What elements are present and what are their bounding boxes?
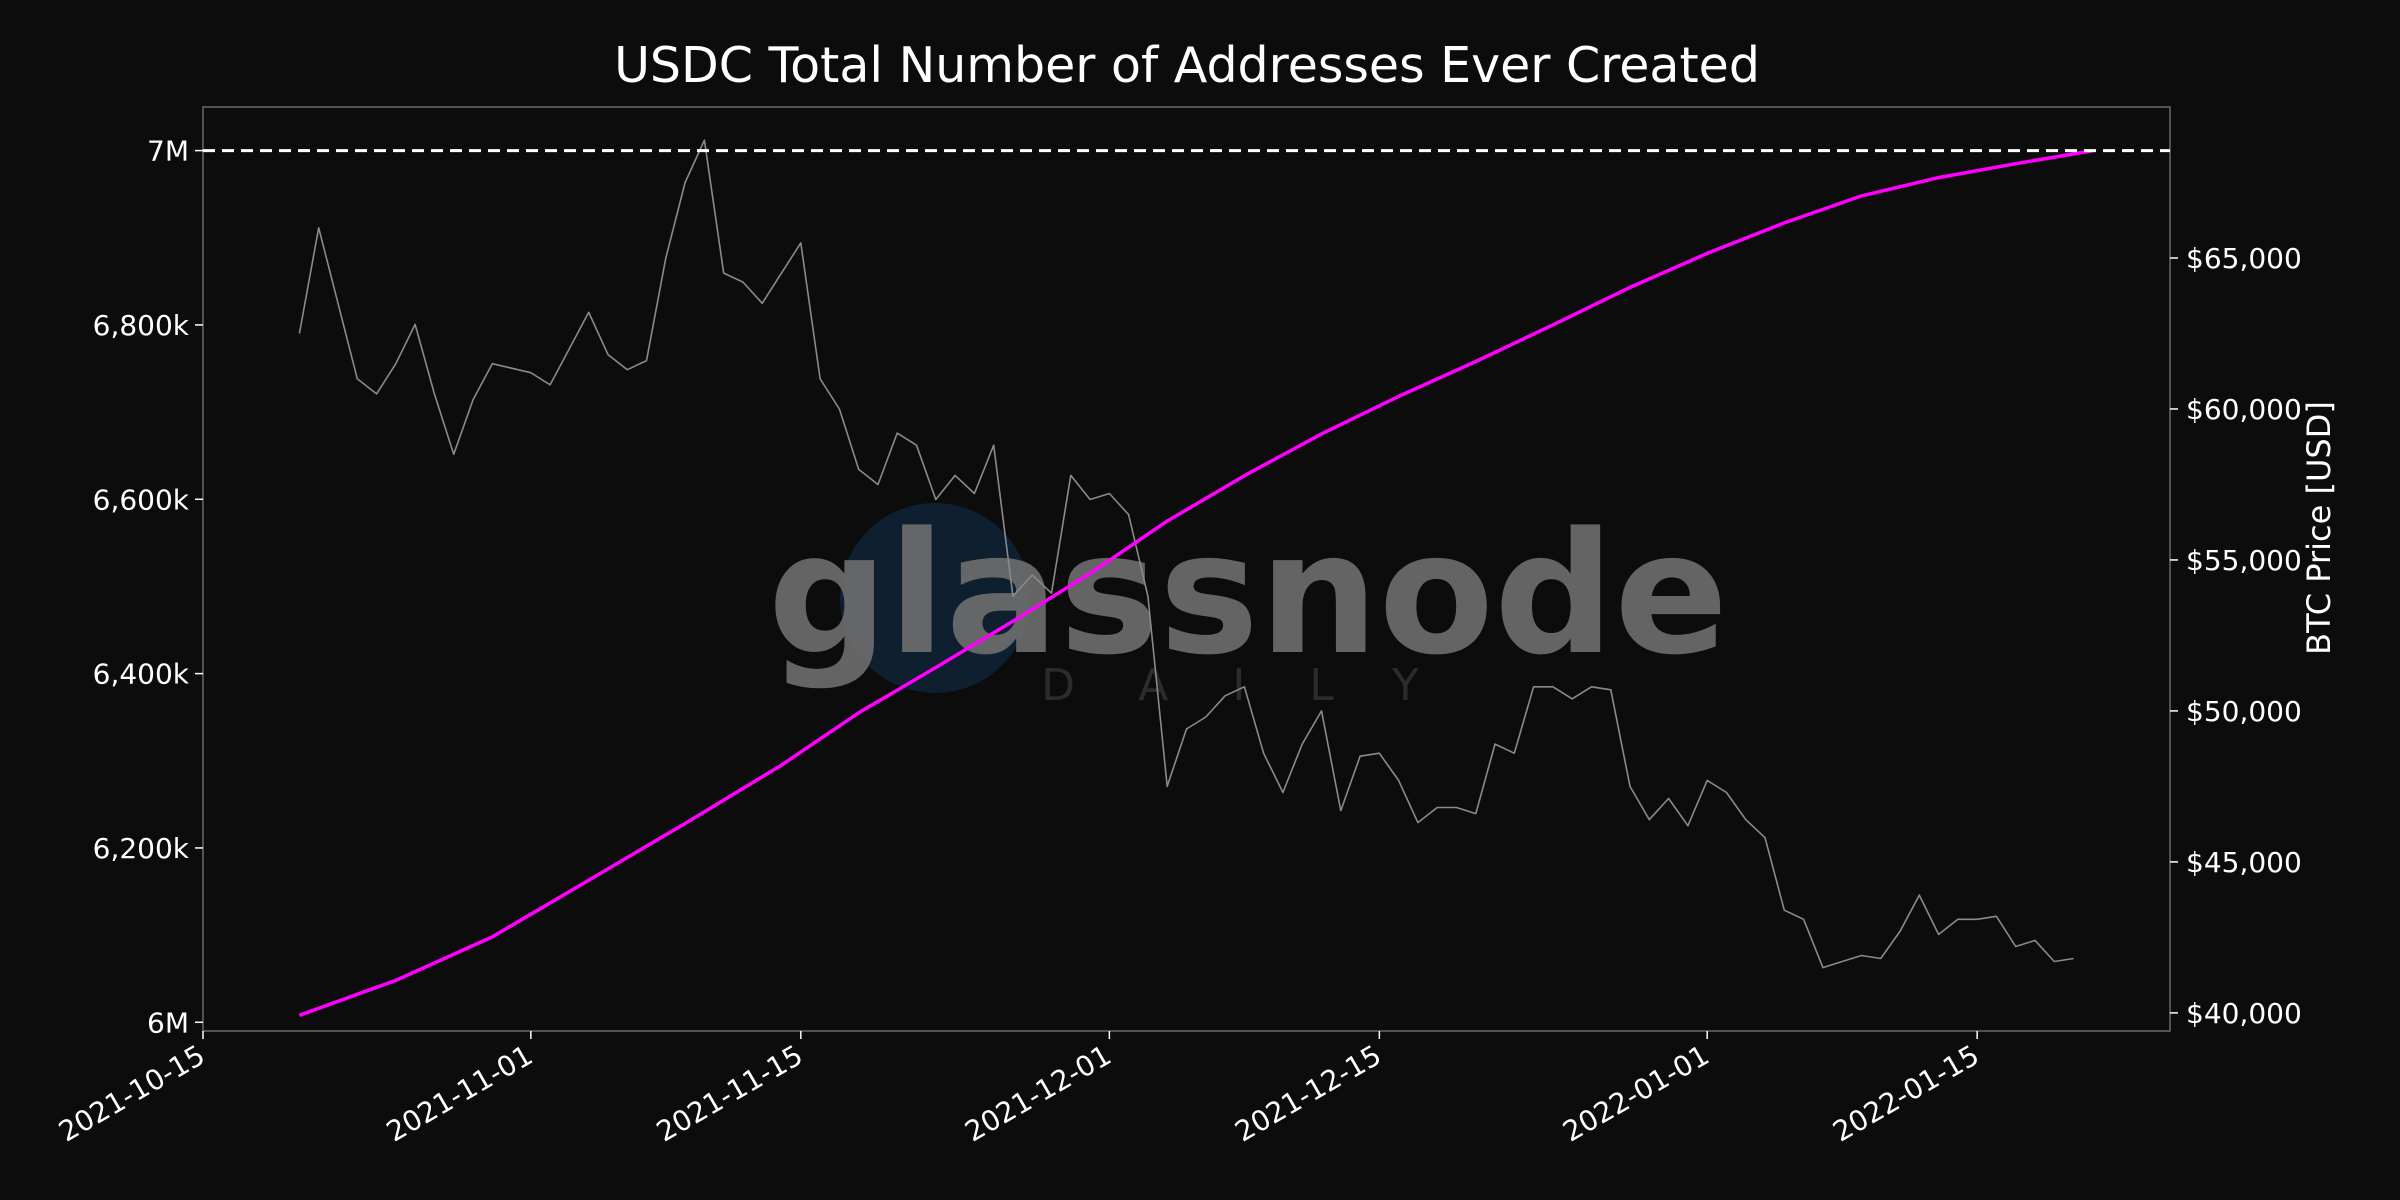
left-tick-label: 6,600k [93, 483, 190, 516]
btc-price-series [298, 139, 2074, 969]
right-tick-label: $40,000 [2186, 997, 2302, 1030]
right-tick-label: $45,000 [2186, 846, 2302, 879]
left-tick-label: 6,200k [93, 832, 190, 865]
addresses-series [298, 148, 2094, 1017]
right-tick-label: $55,000 [2186, 544, 2302, 577]
left-axis: 6M 6,200k 6,400k 6,600k 6,800k 7M [93, 135, 203, 1039]
right-tick-label: $65,000 [2186, 242, 2302, 275]
chart-title: USDC Total Number of Addresses Ever Crea… [614, 37, 1760, 94]
watermark-logo-circle [840, 503, 1030, 693]
left-tick-label: 6,800k [93, 309, 190, 342]
right-tick-label: $60,000 [2186, 393, 2302, 426]
watermark-brand: glassnode [768, 496, 1728, 692]
right-axis-label: BTC Price [USD] [2300, 401, 2338, 655]
right-tick-label: $50,000 [2186, 695, 2302, 728]
left-tick-label: 6M [147, 1006, 189, 1039]
left-tick-label: 6,400k [93, 658, 190, 691]
addresses-line [298, 148, 2094, 1017]
btc-price-line [298, 139, 2074, 969]
left-tick-label: 7M [147, 135, 189, 168]
right-axis: $40,000 $45,000 $50,000 $55,000 $60,000 $65,0… [2170, 242, 2302, 1030]
watermark: glassnode DAILY [768, 496, 1728, 711]
plot-frame [202, 106, 2171, 1032]
watermark-sub: DAILY [1041, 660, 1483, 711]
